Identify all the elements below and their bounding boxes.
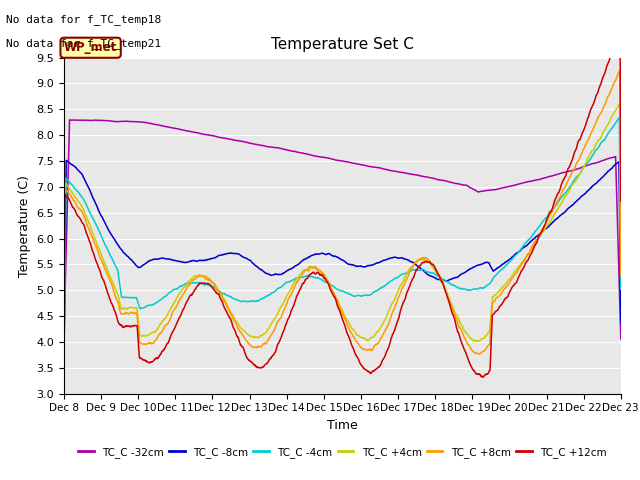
TC_C +4cm [296,271,304,277]
Y-axis label: Temperature (C): Temperature (C) [18,175,31,276]
TC_C -4cm [318,277,326,283]
TC_C +8cm [377,336,385,341]
TC_C +12cm [126,324,134,329]
TC_C +8cm [318,269,326,275]
TC_C -4cm [616,114,623,120]
X-axis label: Time: Time [327,419,358,432]
Text: No data for f_TC_temp21: No data for f_TC_temp21 [6,38,162,49]
TC_C +4cm [377,324,385,330]
TC_C -8cm [617,320,625,325]
TC_C -4cm [103,246,111,252]
TC_C -32cm [378,166,385,171]
Line: TC_C +8cm: TC_C +8cm [64,71,621,354]
TC_C +4cm [308,264,316,270]
Title: Temperature Set C: Temperature Set C [271,37,414,52]
TC_C -32cm [126,119,134,124]
TC_C +12cm [318,272,326,277]
TC_C +4cm [617,266,625,272]
TC_C -8cm [297,259,305,265]
TC_C +12cm [617,198,625,204]
TC_C -4cm [308,274,316,279]
TC_C +8cm [126,311,134,316]
TC_C -32cm [60,331,68,337]
Text: No data for f_TC_temp18: No data for f_TC_temp18 [6,14,162,25]
TC_C -32cm [308,152,316,158]
TC_C -8cm [104,225,111,231]
TC_C +8cm [617,272,625,278]
TC_C +12cm [479,374,486,380]
TC_C +8cm [475,351,483,357]
TC_C -32cm [66,117,74,123]
TC_C -32cm [297,150,305,156]
Legend: TC_C -32cm, TC_C -8cm, TC_C -4cm, TC_C +4cm, TC_C +8cm, TC_C +12cm: TC_C -32cm, TC_C -8cm, TC_C -4cm, TC_C +… [74,443,611,462]
TC_C -4cm [617,287,625,292]
TC_C +4cm [318,271,326,276]
TC_C -32cm [617,336,625,342]
TC_C +4cm [60,363,68,369]
Line: TC_C -8cm: TC_C -8cm [64,160,621,354]
TC_C -32cm [104,118,111,123]
TC_C -8cm [308,252,316,258]
TC_C -8cm [62,157,70,163]
TC_C +8cm [103,271,111,276]
TC_C +8cm [308,264,316,270]
Text: WP_met: WP_met [64,41,117,54]
TC_C +4cm [616,100,623,106]
TC_C -8cm [60,351,68,357]
TC_C +8cm [616,68,623,73]
Line: TC_C +4cm: TC_C +4cm [64,103,621,366]
TC_C +4cm [103,266,111,272]
TC_C -4cm [126,295,134,300]
Line: TC_C -32cm: TC_C -32cm [64,120,621,339]
TC_C +12cm [616,26,624,32]
TC_C +12cm [308,270,316,276]
TC_C +12cm [103,288,111,294]
TC_C +12cm [60,368,68,373]
Line: TC_C -4cm: TC_C -4cm [64,117,621,363]
TC_C -8cm [378,259,385,264]
TC_C -32cm [318,154,326,160]
TC_C +12cm [377,361,385,367]
TC_C -4cm [296,274,304,280]
TC_C -8cm [126,256,134,262]
TC_C +8cm [60,340,68,346]
TC_C -4cm [60,360,68,366]
TC_C +4cm [126,305,134,311]
TC_C -4cm [377,285,385,291]
TC_C -8cm [318,251,326,256]
TC_C +8cm [296,275,304,281]
TC_C +12cm [296,286,304,292]
Line: TC_C +12cm: TC_C +12cm [64,29,621,377]
